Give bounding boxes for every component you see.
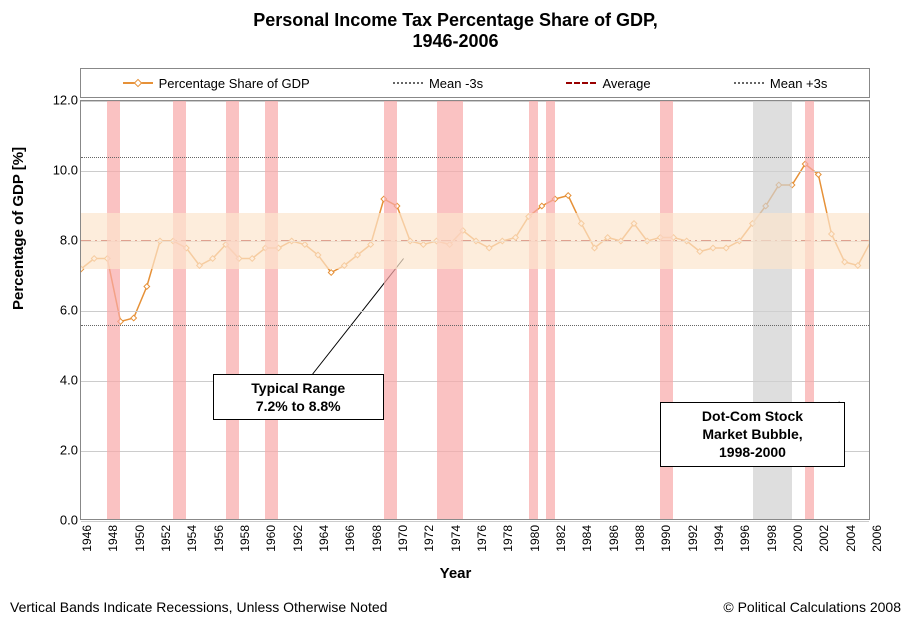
- x-tick: 1992: [686, 525, 700, 552]
- annotation-dotcom: Dot-Com StockMarket Bubble,1998-2000: [660, 402, 844, 467]
- footer-copyright: © Political Calculations 2008: [723, 599, 901, 615]
- x-tick: 1976: [475, 525, 489, 552]
- legend-series: Percentage Share of GDP: [123, 76, 310, 91]
- recession-band: [384, 101, 397, 519]
- legend-mean-minus-label: Mean -3s: [429, 76, 483, 91]
- mean-minus-line: [81, 325, 869, 326]
- legend-series-label: Percentage Share of GDP: [159, 76, 310, 91]
- x-tick: 1998: [765, 525, 779, 552]
- y-tick: 6.0: [60, 303, 78, 318]
- x-tick: 1946: [80, 525, 94, 552]
- x-tick: 2006: [870, 525, 884, 552]
- recession-band: [107, 101, 120, 519]
- x-tick: 1996: [738, 525, 752, 552]
- x-tick: 1954: [185, 525, 199, 552]
- y-tick: 8.0: [60, 233, 78, 248]
- x-tick: 1960: [264, 525, 278, 552]
- title-line-2: 1946-2006: [412, 31, 498, 51]
- x-tick: 1964: [317, 525, 331, 552]
- x-tick: 2004: [844, 525, 858, 552]
- y-tick: 0.0: [60, 513, 78, 528]
- chart-title: Personal Income Tax Percentage Share of …: [0, 10, 911, 52]
- x-tick: 1988: [633, 525, 647, 552]
- legend-mean-plus-label: Mean +3s: [770, 76, 827, 91]
- x-tick: 1994: [712, 525, 726, 552]
- mean-plus-line: [81, 157, 869, 158]
- recession-band: [437, 101, 463, 519]
- x-axis-label: Year: [0, 565, 911, 582]
- legend-average: Average: [566, 76, 650, 91]
- x-tick: 1980: [528, 525, 542, 552]
- recession-band: [265, 101, 278, 519]
- x-tick: 1990: [659, 525, 673, 552]
- x-tick: 1958: [238, 525, 252, 552]
- y-tick: 4.0: [60, 373, 78, 388]
- title-line-1: Personal Income Tax Percentage Share of …: [253, 10, 658, 30]
- x-tick: 1952: [159, 525, 173, 552]
- recession-band: [529, 101, 538, 519]
- y-tick: 10.0: [53, 163, 78, 178]
- y-axis-label: Percentage of GDP [%]: [10, 147, 27, 310]
- plot-area: Typical Range7.2% to 8.8% Dot-Com StockMa…: [80, 100, 870, 520]
- chart-container: Personal Income Tax Percentage Share of …: [0, 0, 911, 623]
- y-tick: 12.0: [53, 93, 78, 108]
- x-tick: 1984: [580, 525, 594, 552]
- legend-mean-minus: Mean -3s: [393, 76, 483, 91]
- x-tick: 1982: [554, 525, 568, 552]
- annotation-typical-range: Typical Range7.2% to 8.8%: [213, 374, 384, 420]
- x-tick: 1966: [343, 525, 357, 552]
- x-tick: 1962: [291, 525, 305, 552]
- recession-band: [546, 101, 555, 519]
- legend: Percentage Share of GDP Mean -3s Average…: [80, 68, 870, 98]
- x-tick: 1948: [106, 525, 120, 552]
- x-tick: 1956: [212, 525, 226, 552]
- x-tick: 1978: [501, 525, 515, 552]
- y-tick: 2.0: [60, 443, 78, 458]
- recession-band: [226, 101, 239, 519]
- recession-band: [173, 101, 186, 519]
- x-tick: 1968: [370, 525, 384, 552]
- footer-note-left: Vertical Bands Indicate Recessions, Unle…: [10, 599, 387, 615]
- x-tick: 1986: [607, 525, 621, 552]
- legend-mean-plus: Mean +3s: [734, 76, 827, 91]
- x-tick: 2000: [791, 525, 805, 552]
- x-tick: 1950: [133, 525, 147, 552]
- x-tick: 1970: [396, 525, 410, 552]
- typical-range-band: [81, 213, 869, 269]
- x-tick: 2002: [817, 525, 831, 552]
- legend-average-label: Average: [602, 76, 650, 91]
- x-tick: 1974: [449, 525, 463, 552]
- x-tick: 1972: [422, 525, 436, 552]
